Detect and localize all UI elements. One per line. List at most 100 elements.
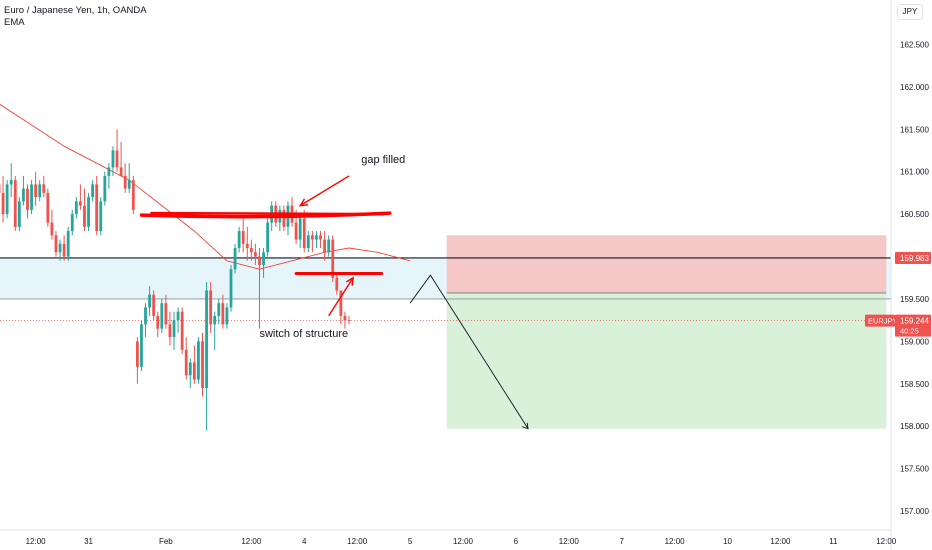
candle-body [152,294,156,316]
price-tick-label: 162.000 [900,83,929,92]
candle-body [83,205,86,227]
time-tick-label: 12:00 [26,537,47,546]
candle-body [294,222,298,240]
take-profit-zone [446,292,887,429]
candle-body [164,303,168,325]
candle-body [282,209,286,227]
candle-body [103,175,107,202]
price-tick-label: 157.000 [900,507,929,516]
candle-body [9,180,13,185]
candle-body [1,192,5,215]
candle-body [26,188,29,210]
candle-body [197,341,200,380]
candle-body [205,290,208,389]
candle-body [254,252,257,257]
currency-badge[interactable]: JPY [897,4,923,20]
candle-body [156,315,160,329]
price-tick-label: 159.500 [900,295,929,304]
candle-body [42,184,46,193]
time-tick-label: 6 [514,537,519,546]
candle-body [111,150,115,168]
candle-body [209,290,213,325]
candle-body [95,184,99,232]
candle-body [176,311,180,321]
candle-body [229,269,233,308]
gap-arrow [299,175,350,207]
candle-body [58,243,62,253]
candle-body [99,201,103,232]
candle-body [217,303,221,316]
price-tick-label: 161.500 [900,125,929,134]
time-tick-label: 10 [723,537,732,546]
indicator-label[interactable]: EMA [4,17,25,28]
projection-path [409,274,529,429]
candle-body [262,252,265,265]
candle-body [343,315,347,321]
candle-body [5,184,9,215]
candle-body [335,277,339,291]
candle-body [298,218,302,240]
candle-body [54,235,58,253]
chart-title: Euro / Japanese Yen, 1h, OANDA [4,5,147,16]
candle-body [241,231,245,244]
countdown-text: 40:25 [900,327,919,336]
candle-body [327,239,331,253]
candle-body [135,341,139,367]
current-price-badge [895,314,931,337]
time-tick-label: Feb [159,537,173,546]
candle-body [258,256,261,265]
resistance-price-badge [895,251,931,264]
symbol-badge [865,314,895,327]
switch-arrow-head [345,276,354,286]
candle-body [306,235,310,249]
candle-body [123,175,127,189]
price-tick-label: 157.500 [900,465,929,474]
candle-body [245,243,249,249]
candle-body [266,222,270,253]
current-price-text: 159.244 [900,317,929,326]
candle-body [30,184,33,210]
candle-body [302,218,306,249]
candle-body [331,239,335,278]
time-tick-label: 12:00 [347,537,368,546]
price-tick-label: 159.000 [900,337,929,346]
stop-loss-zone [446,235,887,293]
candle-body [34,184,38,198]
time-tick-label: 4 [302,537,307,546]
gap-filled-mark-2 [150,211,385,216]
candle-body [17,201,21,227]
time-tick-label: 7 [619,537,624,546]
annotation-gap-filled: gap filled [361,153,406,166]
time-tick-label: 5 [408,537,413,546]
candle-body [184,349,188,376]
candle-body [127,180,131,189]
candle-body [237,231,241,249]
candle-body [225,307,229,325]
candle-body [233,248,237,270]
candle-body [347,320,351,322]
candle-body [70,214,74,232]
candle-body [119,167,123,176]
candle-body [115,150,119,168]
candles [0,129,351,431]
candle-body [46,192,50,223]
candle-body [172,320,176,338]
candle-body [38,184,42,198]
time-tick-label: 12:00 [770,537,791,546]
candle-body [168,324,172,338]
price-tick-label: 161.000 [900,168,929,177]
projection-arrowhead [521,422,529,430]
candle-body [13,180,17,227]
candle-body [160,303,164,329]
price-tick-label: 160.500 [900,210,929,219]
gap-arrow-head [298,198,309,207]
candle-body [87,197,90,227]
time-tick-label: 12:00 [559,537,580,546]
time-tick-label: 12:00 [453,537,474,546]
candle-body [339,290,343,316]
candle-body [148,294,151,308]
candle-body [50,222,54,236]
candle-body [66,231,70,257]
